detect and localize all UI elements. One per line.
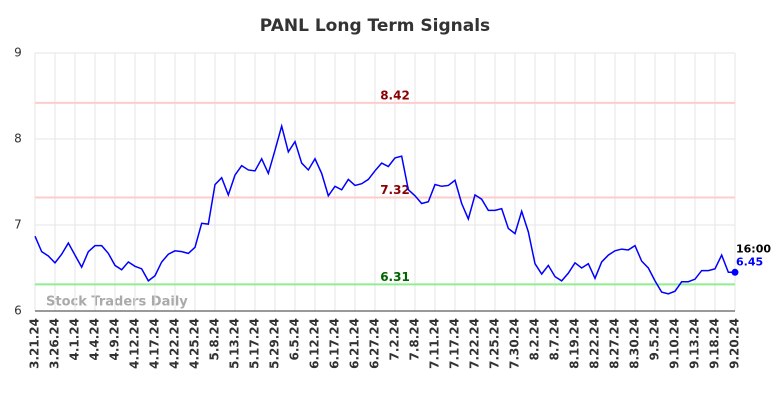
chart-title: PANL Long Term Signals <box>260 16 490 36</box>
x-tick-label: 7.30.24 <box>508 318 522 369</box>
x-tick-label: 8.19.24 <box>568 318 582 369</box>
signal-label: 7.32 <box>380 183 410 197</box>
y-tick-label: 8 <box>14 132 22 146</box>
x-tick-label: 5.17.24 <box>248 318 262 369</box>
x-tick-label: 7.22.24 <box>468 318 482 369</box>
x-tick-label: 3.26.24 <box>48 318 62 369</box>
x-tick-label: 5.8.24 <box>208 318 222 361</box>
x-tick-label: 9.5.24 <box>648 318 662 361</box>
x-tick-label: 6.17.24 <box>328 318 342 369</box>
x-tick-label: 9.10.24 <box>668 318 682 369</box>
last-value: 6.45 <box>736 255 763 268</box>
x-tick-label: 7.25.24 <box>488 318 502 369</box>
x-tick-label: 8.22.24 <box>588 318 602 369</box>
last-point <box>731 268 739 276</box>
x-tick-label: 8.7.24 <box>548 318 562 361</box>
y-tick-label: 7 <box>14 218 22 232</box>
x-tick-label: 7.2.24 <box>388 318 402 361</box>
x-tick-label: 9.20.24 <box>728 318 742 369</box>
x-tick-label: 9.18.24 <box>708 318 722 369</box>
x-tick-label: 8.30.24 <box>628 318 642 369</box>
x-tick-label: 7.11.24 <box>428 318 442 369</box>
x-tick-label: 7.8.24 <box>408 318 422 361</box>
price-line <box>34 123 735 295</box>
x-tick-label: 8.2.24 <box>528 318 542 361</box>
x-tick-label: 4.12.24 <box>128 318 142 369</box>
last-time: 16:00 <box>736 242 771 255</box>
x-tick-label: 9.13.24 <box>688 318 702 369</box>
x-tick-label: 6.27.24 <box>368 318 382 369</box>
x-tick-label: 4.4.24 <box>88 318 102 361</box>
signal-label: 6.31 <box>380 270 410 284</box>
x-tick-label: 5.29.24 <box>268 318 282 369</box>
signal-label: 8.42 <box>380 88 410 102</box>
x-tick-label: 4.22.24 <box>168 318 182 369</box>
x-tick-label: 6.5.24 <box>288 318 302 361</box>
x-tick-label: 7.17.24 <box>448 318 462 369</box>
x-tick-label: 5.13.24 <box>228 318 242 369</box>
x-tick-label: 4.9.24 <box>108 318 122 361</box>
x-tick-label: 4.17.24 <box>148 318 162 369</box>
x-tick-label: 6.12.24 <box>308 318 322 369</box>
y-tick-label: 6 <box>14 304 22 318</box>
x-tick-label: 3.21.24 <box>28 318 42 369</box>
watermark: Stock Traders Daily <box>46 295 188 310</box>
x-tick-label: 8.27.24 <box>608 318 622 369</box>
x-tick-label: 6.21.24 <box>348 318 362 369</box>
x-tick-label: 4.25.24 <box>188 318 202 369</box>
x-tick-label: 4.1.24 <box>68 318 82 361</box>
y-tick-label: 9 <box>14 46 22 60</box>
